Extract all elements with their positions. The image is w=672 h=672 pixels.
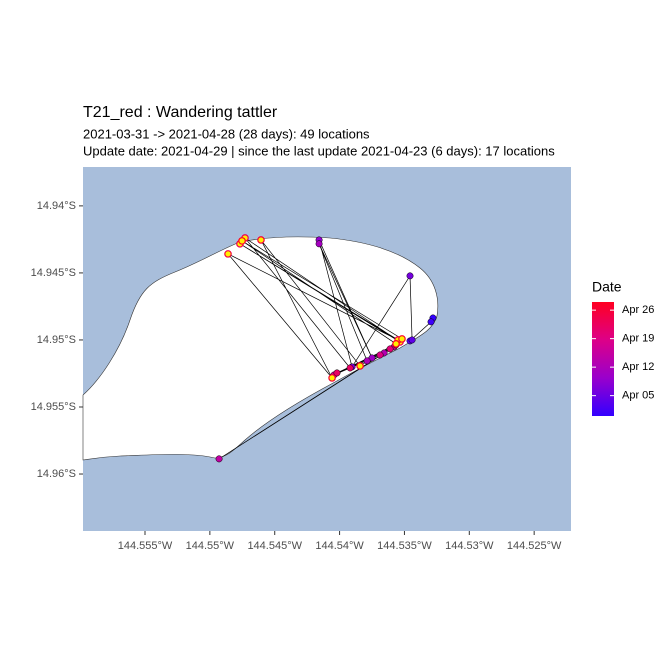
chart-subtitle: Update date: 2021-04-29 | since the last… (83, 143, 555, 158)
location-point (346, 364, 354, 372)
location-point (398, 335, 406, 343)
location-point (427, 318, 435, 326)
x-tick-label: 144.53°W (445, 540, 494, 552)
x-tick-label: 144.545°W (247, 540, 302, 552)
location-point (328, 374, 336, 382)
location-point (386, 345, 394, 353)
legend-title: Date (592, 279, 622, 295)
y-tick-label: 14.945°S (31, 267, 76, 279)
x-tick-label: 144.54°W (315, 540, 364, 552)
location-point (408, 336, 416, 344)
colorbar (592, 302, 614, 416)
location-point (356, 362, 364, 370)
location-point (392, 340, 400, 348)
x-tick-label: 144.525°W (507, 540, 562, 552)
location-point (376, 351, 384, 359)
land (82, 236, 439, 461)
location-point (238, 237, 246, 245)
y-tick-label: 14.94°S (37, 200, 76, 212)
location-point (257, 236, 265, 244)
x-tick-label: 144.555°W (118, 540, 173, 552)
marks (215, 234, 437, 463)
location-point (224, 250, 232, 258)
colorbar-label: Apr 05 (622, 390, 654, 402)
x-tick-label: 144.55°W (186, 540, 235, 552)
y-tick-label: 14.96°S (37, 468, 76, 480)
location-point (215, 455, 223, 463)
x-tick-label: 144.535°W (377, 540, 432, 552)
colorbar-label: Apr 26 (622, 304, 654, 316)
chart-subtitle: 2021-03-31 -> 2021-04-28 (28 days): 49 l… (83, 126, 370, 141)
location-point (315, 240, 323, 248)
location-point (406, 272, 414, 280)
colorbar-label: Apr 19 (622, 333, 654, 345)
location-point (363, 357, 371, 365)
chart-title: T21_red : Wandering tattler (83, 104, 278, 121)
y-tick-label: 14.955°S (31, 401, 76, 413)
location-point (333, 369, 341, 377)
y-tick-label: 14.95°S (37, 334, 76, 346)
colorbar-label: Apr 12 (622, 361, 654, 373)
